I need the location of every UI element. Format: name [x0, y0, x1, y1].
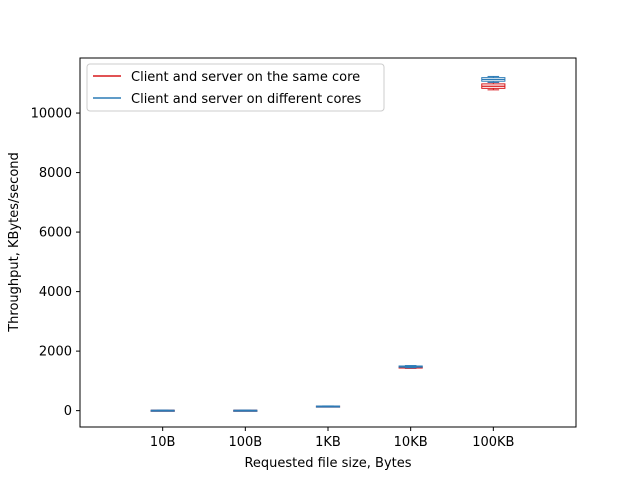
y-tick-label: 0: [64, 404, 72, 419]
x-tick-label: 100KB: [472, 435, 514, 450]
x-axis: 10B 100B 1KB 10KB 100KB: [150, 427, 514, 450]
x-axis-label: Requested file size, Bytes: [244, 456, 411, 471]
box-100KB-different-cores: [481, 75, 506, 83]
box-100KB-same-core: [481, 81, 506, 91]
box-100B-different-cores: [233, 409, 258, 412]
x-tick-label: 100B: [228, 435, 262, 450]
y-tick-label: 4000: [39, 285, 72, 300]
legend-label-same-core: Client and server on the same core: [131, 70, 360, 85]
x-tick-label: 10KB: [394, 435, 428, 450]
y-tick-label: 6000: [39, 226, 72, 241]
x-tick-label: 1KB: [315, 435, 341, 450]
box-10B-different-cores: [150, 409, 175, 412]
legend-label-different-cores: Client and server on different cores: [131, 92, 361, 107]
x-tick-label: 10B: [150, 435, 175, 450]
legend-frame: [86, 63, 385, 112]
y-tick-label: 8000: [39, 166, 72, 181]
y-tick-label: 10000: [31, 107, 72, 122]
boxes-layer: [150, 75, 506, 412]
y-axis: 0 2000 4000 6000 8000 10000: [31, 107, 80, 419]
legend: Client and server on the same core Clien…: [86, 63, 385, 112]
y-axis-label: Throughput, KBytes/second: [7, 152, 22, 333]
y-tick-label: 2000: [39, 345, 72, 360]
box-1KB-different-cores: [315, 405, 341, 408]
box-10KB-different-cores: [398, 365, 423, 369]
